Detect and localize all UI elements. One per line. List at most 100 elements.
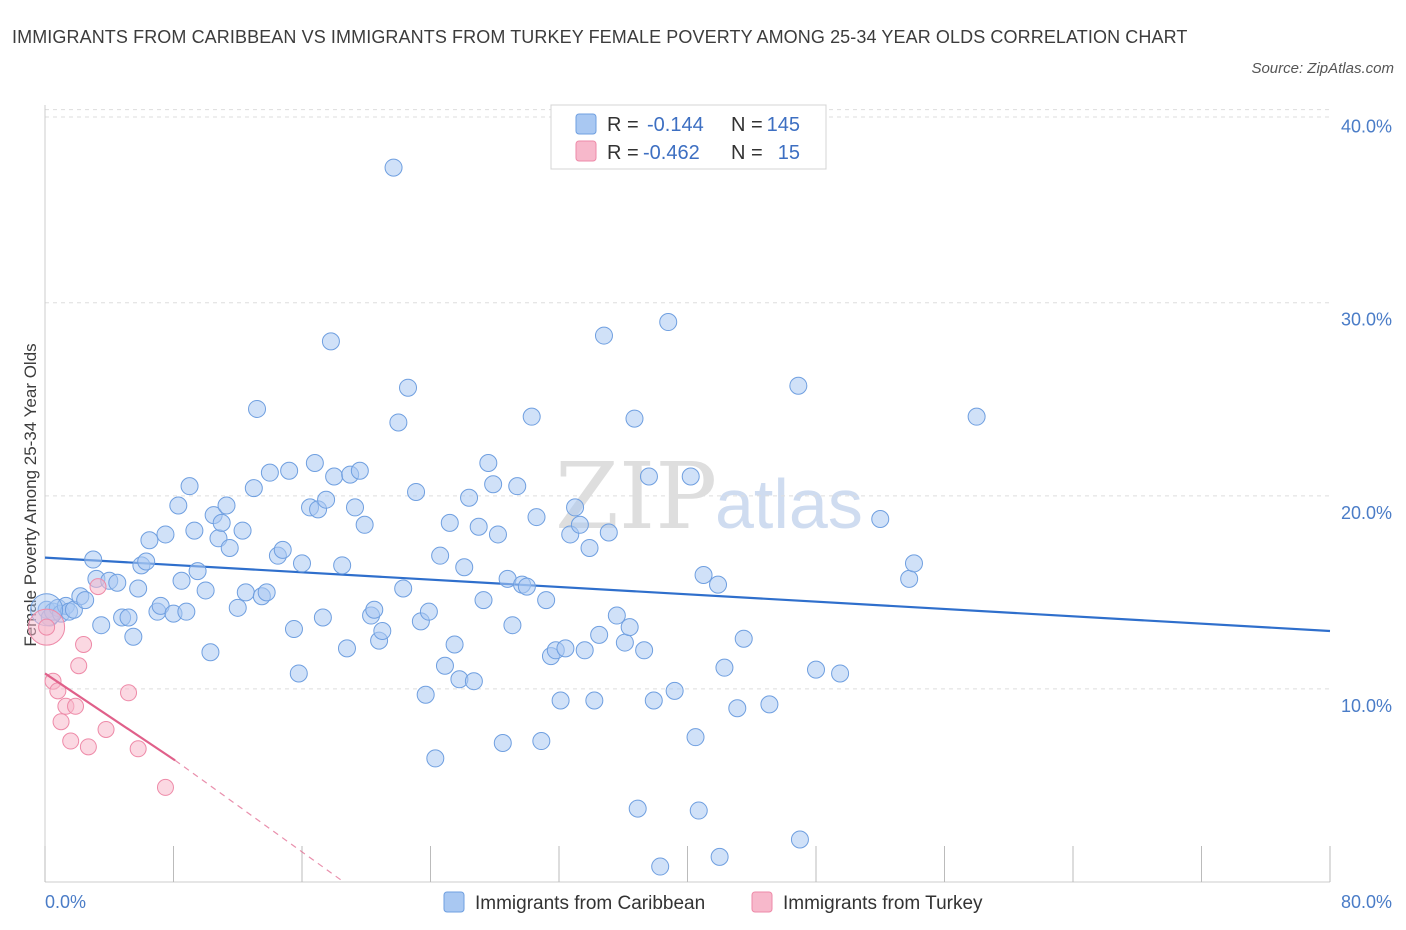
point-caribbean-91 bbox=[488, 525, 507, 544]
point-caribbean-29 bbox=[180, 477, 199, 496]
point-caribbean-69 bbox=[373, 621, 392, 640]
point-caribbean-105 bbox=[556, 639, 575, 658]
x-tick-label-1: 80.0% bbox=[1341, 892, 1392, 912]
point-caribbean-51 bbox=[289, 664, 308, 683]
point-turkey-10 bbox=[89, 578, 107, 596]
point-caribbean-9 bbox=[76, 591, 95, 610]
point-turkey-0 bbox=[38, 618, 56, 636]
point-caribbean-24 bbox=[156, 525, 175, 544]
point-caribbean-18 bbox=[129, 579, 148, 598]
trend-line-turkey bbox=[44, 672, 176, 762]
point-caribbean-97 bbox=[517, 577, 536, 596]
point-caribbean-140 bbox=[871, 509, 890, 528]
point-caribbean-17 bbox=[124, 627, 143, 646]
point-caribbean-48 bbox=[273, 540, 292, 559]
point-turkey-5 bbox=[62, 732, 80, 750]
y-tick-label-0: 10.0% bbox=[1341, 696, 1392, 716]
point-caribbean-135 bbox=[760, 695, 779, 714]
point-caribbean-61 bbox=[337, 639, 356, 658]
point-caribbean-111 bbox=[585, 691, 604, 710]
point-caribbean-73 bbox=[399, 378, 418, 397]
point-caribbean-81 bbox=[440, 513, 459, 532]
point-caribbean-12 bbox=[92, 616, 111, 635]
point-caribbean-32 bbox=[196, 581, 215, 600]
legend-r-label-caribbean: R = bbox=[607, 114, 639, 136]
legend-r-value-turkey: -0.462 bbox=[643, 142, 700, 164]
point-caribbean-124 bbox=[659, 313, 678, 332]
point-caribbean-108 bbox=[570, 515, 589, 534]
bottom-legend-label-turkey: Immigrants from Turkey bbox=[783, 893, 983, 914]
x-tick-labels: 0.0% 80.0% bbox=[45, 892, 1392, 912]
legend-n-value-turkey: 15 bbox=[778, 142, 800, 164]
legend-swatch-caribbean bbox=[575, 113, 597, 135]
point-caribbean-77 bbox=[419, 602, 438, 621]
point-caribbean-59 bbox=[325, 467, 344, 486]
point-caribbean-128 bbox=[689, 801, 708, 820]
point-caribbean-132 bbox=[715, 658, 734, 677]
point-caribbean-122 bbox=[644, 691, 663, 710]
trend-lines bbox=[44, 556, 1331, 883]
point-caribbean-80 bbox=[435, 656, 454, 675]
point-caribbean-109 bbox=[575, 641, 594, 660]
point-caribbean-78 bbox=[426, 749, 445, 768]
point-caribbean-43 bbox=[248, 399, 267, 418]
point-caribbean-114 bbox=[599, 523, 618, 542]
trend-line-turkey-extended bbox=[174, 759, 345, 883]
point-caribbean-98 bbox=[522, 407, 541, 426]
point-caribbean-67 bbox=[365, 600, 384, 619]
point-turkey-12 bbox=[120, 684, 138, 702]
point-caribbean-123 bbox=[651, 857, 670, 876]
legend-swatch-turkey bbox=[575, 140, 597, 162]
point-caribbean-40 bbox=[233, 521, 252, 540]
point-caribbean-57 bbox=[317, 490, 336, 509]
point-caribbean-74 bbox=[407, 482, 426, 501]
point-caribbean-87 bbox=[469, 517, 488, 536]
point-caribbean-125 bbox=[665, 681, 684, 700]
point-turkey-8 bbox=[75, 636, 93, 654]
point-caribbean-95 bbox=[508, 477, 527, 496]
point-caribbean-36 bbox=[212, 513, 231, 532]
point-caribbean-99 bbox=[527, 508, 546, 527]
y-tick-label-1: 20.0% bbox=[1341, 503, 1392, 523]
point-caribbean-70 bbox=[384, 158, 403, 177]
point-caribbean-50 bbox=[284, 620, 303, 639]
point-caribbean-86 bbox=[464, 672, 483, 691]
point-turkey-3 bbox=[52, 713, 70, 731]
watermark-zip: ZIP bbox=[555, 443, 717, 550]
point-caribbean-28 bbox=[177, 602, 196, 621]
point-caribbean-52 bbox=[293, 554, 311, 573]
point-caribbean-126 bbox=[681, 467, 700, 486]
point-caribbean-88 bbox=[474, 591, 493, 610]
point-caribbean-65 bbox=[355, 515, 374, 534]
point-turkey-6 bbox=[67, 697, 85, 715]
point-caribbean-112 bbox=[590, 625, 609, 644]
bottom-legend-label-caribbean: Immigrants from Caribbean bbox=[475, 893, 705, 914]
point-caribbean-54 bbox=[305, 454, 324, 473]
point-caribbean-38 bbox=[220, 538, 239, 557]
legend-n-value-caribbean: 145 bbox=[767, 114, 800, 136]
point-caribbean-84 bbox=[455, 558, 474, 577]
point-caribbean-92 bbox=[493, 733, 512, 752]
legend-r-label-turkey: R = bbox=[607, 142, 639, 164]
point-caribbean-31 bbox=[188, 562, 207, 581]
point-caribbean-60 bbox=[333, 556, 352, 575]
point-caribbean-20 bbox=[137, 552, 156, 571]
legend-n-label-turkey: N = bbox=[731, 142, 763, 164]
point-caribbean-16 bbox=[119, 608, 138, 627]
y-tick-labels: 10.0% 20.0% 30.0% 40.0% bbox=[1341, 117, 1392, 716]
point-caribbean-118 bbox=[625, 409, 644, 428]
point-caribbean-76 bbox=[416, 685, 435, 704]
y-tick-label-2: 30.0% bbox=[1341, 310, 1392, 330]
point-turkey-9 bbox=[79, 738, 97, 756]
x-tick-label-0: 0.0% bbox=[45, 892, 86, 912]
point-caribbean-115 bbox=[607, 606, 626, 625]
point-caribbean-42 bbox=[244, 479, 263, 498]
point-caribbean-10 bbox=[84, 550, 103, 569]
point-caribbean-143 bbox=[967, 407, 986, 426]
point-caribbean-63 bbox=[346, 498, 365, 517]
point-caribbean-49 bbox=[280, 461, 299, 480]
watermark-atlas: atlas bbox=[715, 465, 863, 543]
bottom-legend-swatch-caribbean bbox=[443, 891, 465, 913]
point-caribbean-104 bbox=[551, 691, 570, 710]
point-caribbean-26 bbox=[169, 496, 188, 515]
